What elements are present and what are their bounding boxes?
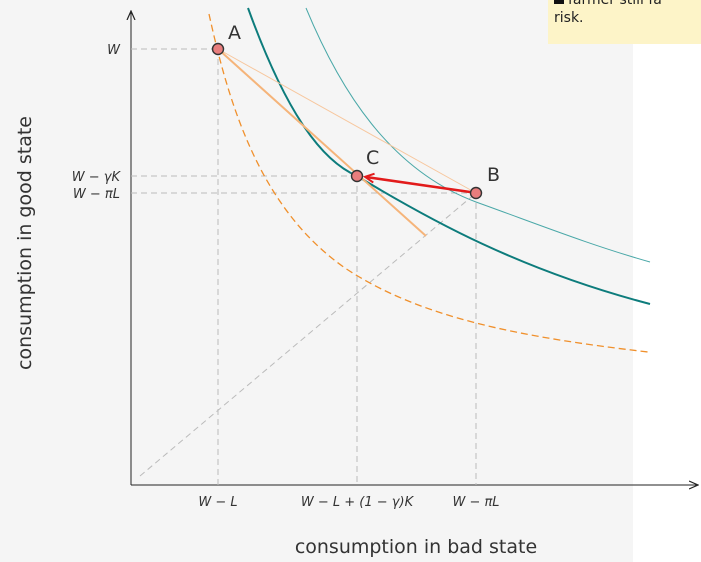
note-line-1-text: farmer still fa [568,0,662,8]
x-tick-w-l: W − L [198,495,237,510]
arrow-b-to-c [366,177,471,194]
indifference-curve-top [305,7,651,263]
bullet-square-icon [554,0,564,4]
line-a-b [217,48,477,194]
x-tick-w-l-gamma-k: W − L + (1 − γ)K [301,495,415,510]
x-axis-title: consumption in bad state [295,536,537,558]
point-b-label: B [487,164,500,186]
y-axis-title: consumption in good state [14,116,36,370]
certainty-line [139,192,477,477]
y-tick-w: W [107,43,121,58]
indifference-curve-low [208,13,649,353]
x-tick-w-pi-l: W − πL [452,495,499,510]
note-line-2: risk. [554,10,584,26]
plot-panel [0,0,633,562]
y-tick-w-pi-l: W − πL [73,187,120,202]
guide-lines [131,48,477,485]
indifference-curve-high [247,7,651,305]
point-c-label: C [366,147,379,169]
y-tick-w-gamma-k: W − γK [72,170,122,185]
point-a-label: A [228,22,241,44]
budget-line [217,48,427,237]
note-box: farmer still fa risk. [548,0,701,44]
point-c [350,169,364,183]
point-b [469,186,483,200]
point-a [211,42,225,56]
note-line-1: farmer still fa [554,0,701,9]
